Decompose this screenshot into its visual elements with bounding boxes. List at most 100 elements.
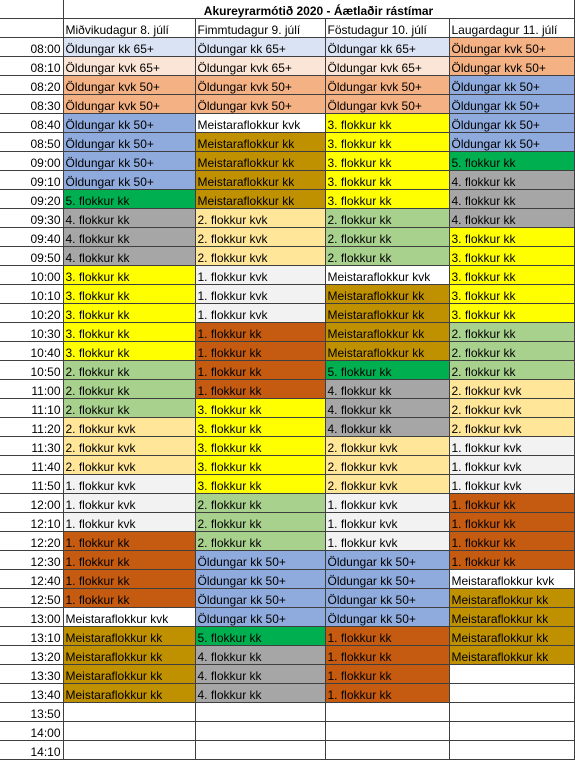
corner-cell[interactable] xyxy=(0,18,64,38)
slot-cell[interactable]: 4. flokkur kk xyxy=(448,208,575,228)
time-cell[interactable]: 08:00 xyxy=(0,37,64,57)
time-cell[interactable]: 08:10 xyxy=(0,56,64,76)
slot-cell[interactable]: Öldungar kvk 65+ xyxy=(194,56,326,76)
slot-cell[interactable]: 2. flokkur kk xyxy=(324,227,450,247)
slot-cell[interactable]: Meistaraflokkur kk xyxy=(62,664,196,684)
slot-cell[interactable]: Öldungar kvk 50+ xyxy=(62,75,196,95)
slot-cell[interactable]: Öldungar kk 50+ xyxy=(62,151,196,171)
slot-cell[interactable]: Öldungar kk 50+ xyxy=(324,607,450,627)
time-cell[interactable]: 13:50 xyxy=(0,702,64,722)
time-cell[interactable]: 14:10 xyxy=(0,740,64,760)
slot-cell[interactable]: Meistaraflokkur kk xyxy=(448,588,575,608)
slot-cell[interactable]: 1. flokkur kk xyxy=(194,379,326,399)
slot-cell[interactable]: 2. flokkur kk xyxy=(62,360,196,380)
time-cell[interactable]: 11:30 xyxy=(0,436,64,456)
slot-cell[interactable]: Meistaraflokkur kk xyxy=(324,284,450,304)
slot-cell[interactable]: Meistaraflokkur kk xyxy=(448,645,575,665)
slot-cell[interactable]: 2. flokkur kk xyxy=(448,341,575,361)
slot-cell[interactable]: Öldungar kk 65+ xyxy=(62,37,196,57)
slot-cell[interactable]: Öldungar kk 50+ xyxy=(448,94,575,114)
time-cell[interactable]: 14:00 xyxy=(0,721,64,741)
slot-cell[interactable]: 1. flokkur kk xyxy=(324,645,450,665)
slot-cell[interactable]: 2. flokkur kvk xyxy=(194,227,326,247)
slot-cell[interactable]: 3. flokkur kk xyxy=(194,455,326,475)
slot-cell[interactable]: 3. flokkur kk xyxy=(62,284,196,304)
time-cell[interactable]: 12:40 xyxy=(0,569,64,589)
slot-cell[interactable]: Öldungar kk 50+ xyxy=(324,569,450,589)
slot-cell[interactable]: 3. flokkur kk xyxy=(448,284,575,304)
slot-cell[interactable]: Meistaraflokkur kk xyxy=(194,170,326,190)
slot-cell[interactable] xyxy=(324,721,450,741)
slot-cell[interactable]: 1. flokkur kk xyxy=(324,683,450,703)
slot-cell[interactable]: Öldungar kvk 65+ xyxy=(62,56,196,76)
slot-cell[interactable]: Meistaraflokkur kk xyxy=(62,683,196,703)
time-cell[interactable]: 10:50 xyxy=(0,360,64,380)
slot-cell[interactable] xyxy=(324,702,450,722)
slot-cell[interactable]: 3. flokkur kk xyxy=(62,303,196,323)
slot-cell[interactable]: 4. flokkur kk xyxy=(324,398,450,418)
slot-cell[interactable]: 4. flokkur kk xyxy=(194,683,326,703)
slot-cell[interactable]: Meistaraflokkur kk xyxy=(448,607,575,627)
slot-cell[interactable]: Öldungar kvk 50+ xyxy=(194,94,326,114)
slot-cell[interactable]: Meistaraflokkur kvk xyxy=(324,265,450,285)
slot-cell[interactable]: 2. flokkur kk xyxy=(324,208,450,228)
slot-cell[interactable]: Meistaraflokkur kk xyxy=(194,132,326,152)
slot-cell[interactable]: Öldungar kk 50+ xyxy=(194,607,326,627)
slot-cell[interactable]: 1. flokkur kvk xyxy=(194,265,326,285)
slot-cell[interactable]: 2. flokkur kvk xyxy=(448,398,575,418)
slot-cell[interactable] xyxy=(324,740,450,760)
time-cell[interactable]: 11:00 xyxy=(0,379,64,399)
slot-cell[interactable]: Meistaraflokkur kk xyxy=(324,322,450,342)
slot-cell[interactable]: 4. flokkur kk xyxy=(62,227,196,247)
time-cell[interactable]: 08:50 xyxy=(0,132,64,152)
slot-cell[interactable]: Öldungar kvk 50+ xyxy=(448,56,575,76)
day-header-thu[interactable]: Fimmtudagur 9. júlí xyxy=(194,18,326,38)
slot-cell[interactable]: 1. flokkur kk xyxy=(448,550,575,570)
slot-cell[interactable]: 3. flokkur kk xyxy=(448,303,575,323)
slot-cell[interactable]: Öldungar kvk 50+ xyxy=(194,75,326,95)
slot-cell[interactable]: 2. flokkur kvk xyxy=(194,246,326,266)
slot-cell[interactable]: 3. flokkur kk xyxy=(62,322,196,342)
slot-cell[interactable] xyxy=(194,721,326,741)
slot-cell[interactable]: 2. flokkur kvk xyxy=(324,455,450,475)
slot-cell[interactable]: 2. flokkur kk xyxy=(194,512,326,532)
slot-cell[interactable]: Öldungar kvk 50+ xyxy=(324,94,450,114)
slot-cell[interactable] xyxy=(448,664,575,684)
slot-cell[interactable] xyxy=(194,740,326,760)
slot-cell[interactable]: 4. flokkur kk xyxy=(62,208,196,228)
slot-cell[interactable]: 1. flokkur kk xyxy=(194,322,326,342)
slot-cell[interactable]: 5. flokkur kk xyxy=(448,151,575,171)
time-cell[interactable]: 11:20 xyxy=(0,417,64,437)
slot-cell[interactable] xyxy=(194,702,326,722)
slot-cell[interactable]: 1. flokkur kk xyxy=(62,569,196,589)
slot-cell[interactable]: 3. flokkur kk xyxy=(194,417,326,437)
slot-cell[interactable]: 2. flokkur kvk xyxy=(62,455,196,475)
slot-cell[interactable]: 1. flokkur kvk xyxy=(62,493,196,513)
slot-cell[interactable]: Öldungar kk 50+ xyxy=(194,588,326,608)
slot-cell[interactable]: Öldungar kvk 65+ xyxy=(324,56,450,76)
slot-cell[interactable]: 2. flokkur kvk xyxy=(62,417,196,437)
time-cell[interactable]: 12:50 xyxy=(0,588,64,608)
slot-cell[interactable]: Meistaraflokkur kk xyxy=(324,341,450,361)
slot-cell[interactable]: Öldungar kk 50+ xyxy=(194,550,326,570)
slot-cell[interactable] xyxy=(62,740,196,760)
slot-cell[interactable]: 3. flokkur kk xyxy=(324,170,450,190)
slot-cell[interactable] xyxy=(448,740,575,760)
slot-cell[interactable]: 2. flokkur kk xyxy=(324,246,450,266)
slot-cell[interactable]: 3. flokkur kk xyxy=(62,265,196,285)
time-cell[interactable]: 10:00 xyxy=(0,265,64,285)
slot-cell[interactable]: 1. flokkur kvk xyxy=(324,531,450,551)
slot-cell[interactable] xyxy=(448,702,575,722)
slot-cell[interactable]: 4. flokkur kk xyxy=(324,379,450,399)
time-cell[interactable]: 12:00 xyxy=(0,493,64,513)
slot-cell[interactable]: Öldungar kk 65+ xyxy=(194,37,326,57)
slot-cell[interactable]: Öldungar kvk 50+ xyxy=(62,94,196,114)
time-cell[interactable]: 13:10 xyxy=(0,626,64,646)
slot-cell[interactable]: 4. flokkur kk xyxy=(448,170,575,190)
slot-cell[interactable]: 2. flokkur kvk xyxy=(448,379,575,399)
slot-cell[interactable]: Öldungar kk 50+ xyxy=(448,75,575,95)
slot-cell[interactable]: Öldungar kk 50+ xyxy=(448,132,575,152)
slot-cell[interactable]: Meistaraflokkur kk xyxy=(194,151,326,171)
time-cell[interactable]: 12:20 xyxy=(0,531,64,551)
time-cell[interactable]: 09:30 xyxy=(0,208,64,228)
